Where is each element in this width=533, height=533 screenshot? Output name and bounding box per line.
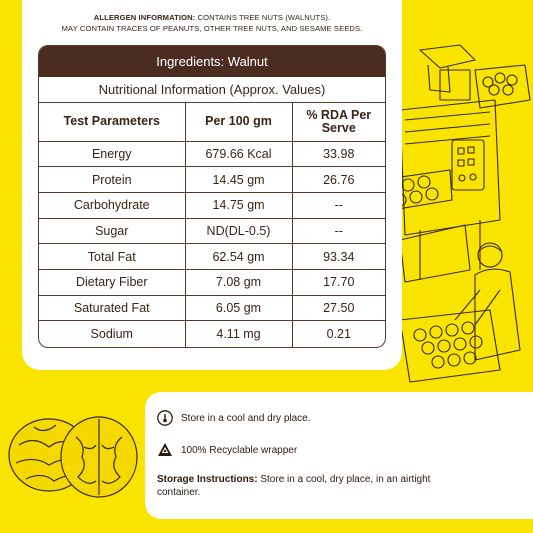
param-cell: Protein [39,166,186,193]
param-cell: Total Fat [39,243,186,270]
param-cell: Sodium [39,320,186,347]
table-row: Dietary Fiber 7.08 gm 17.70 [39,269,385,296]
table-row: Energy 679.66 Kcal 33.98 [39,141,385,168]
table-row: Protein 14.45 gm 26.76 [39,166,385,193]
recycle-icon [158,443,172,456]
table-row: Saturated Fat 6.05 gm 27.50 [39,295,385,322]
storage-text: Store in a cool, dry place, in an airtig… [157,474,431,498]
per100-cell: 679.66 Kcal [185,141,293,168]
recyclable-text: 100% Recyclable wrapper [181,444,298,456]
table-row: Total Fat 62.54 gm 93.34 [39,243,385,270]
ingredients-title: Ingredients: Walnut [39,46,385,77]
rda-cell: 0.21 [326,326,351,341]
thermometer-icon [157,410,173,426]
rda-cell: 26.76 [292,166,385,193]
table-header-row: Test Parameters Per 100 gm % RDA Per Ser… [39,103,385,142]
rda-cell: 93.34 [292,243,385,270]
per100-cell: 4.11 mg [185,320,293,347]
rda-cell: 33.98 [292,141,385,168]
rda-cell: 27.50 [292,295,385,322]
per100-cell: ND(DL-0.5) [185,218,293,245]
nutrition-table: Ingredients: Walnut Nutritional Informat… [38,45,386,348]
store-cool-row: Store in a cool and dry place. [157,410,311,426]
per100-cell: 6.05 gm [185,295,293,322]
allergen-information: ALLERGEN INFORMATION: CONTAINS TREE NUTS… [22,12,402,34]
nutrition-grid: Test Parameters Per 100 gm % RDA Per Ser… [39,103,385,347]
param-cell: Saturated Fat [39,295,186,322]
allergen-label: ALLERGEN INFORMATION: [93,13,196,22]
per100-cell: 14.75 gm [185,192,293,219]
factory-worker-illustration [380,44,531,383]
storage-instructions: Storage Instructions: Store in a cool, d… [157,473,447,499]
table-row: Sugar ND(DL-0.5) -- [39,218,385,245]
per100-cell: 14.45 gm [185,166,293,193]
allergen-traces: MAY CONTAIN TRACES OF PEANUTS, OTHER TRE… [61,24,363,33]
param-cell: Sugar [39,218,186,245]
rda-cell: 17.70 [292,269,385,296]
rda-cell: -- [292,218,385,245]
nutrition-card: ALLERGEN INFORMATION: CONTAINS TREE NUTS… [22,0,402,370]
per100-cell: 62.54 gm [185,243,293,270]
recyclable-row: 100% Recyclable wrapper [157,442,297,458]
walnut-illustration [8,416,138,498]
per100-cell: 7.08 gm [185,269,293,296]
param-cell: Dietary Fiber [39,269,186,296]
allergen-text: CONTAINS TREE NUTS (WALNUTS). [197,13,331,22]
param-cell: Energy [39,141,186,168]
storage-label: Storage Instructions: [157,474,258,485]
table-row: Sodium 4.11 mg 0.21 [39,320,385,347]
storage-card: Store in a cool and dry place. 100% Recy… [145,392,533,519]
param-cell: Carbohydrate [39,192,186,219]
store-cool-text: Store in a cool and dry place. [181,412,311,424]
rda-cell: -- [292,192,385,219]
header-test-parameters: Test Parameters [39,103,186,142]
nutrition-subtitle: Nutritional Information (Approx. Values) [39,77,385,103]
table-row: Carbohydrate 14.75 gm -- [39,192,385,219]
header-per-100gm: Per 100 gm [185,103,293,142]
header-rda-per-serve: % RDA Per Serve [292,103,385,142]
